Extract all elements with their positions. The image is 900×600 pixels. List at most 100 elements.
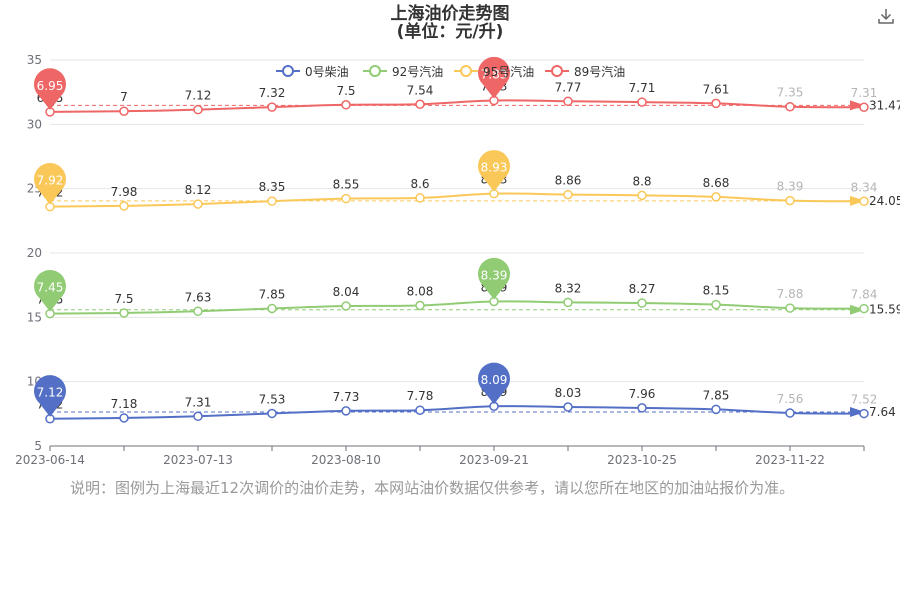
average-label: 24.05 — [869, 194, 900, 208]
data-point — [859, 196, 869, 207]
data-label: 7.84 — [851, 288, 878, 302]
data-point — [859, 303, 869, 314]
legend-item-2[interactable]: 95号汽油 — [454, 64, 534, 79]
max-marker-label: 8.09 — [481, 373, 508, 387]
max-marker-label: 7.83 — [481, 68, 508, 82]
data-point — [859, 102, 869, 112]
data-point — [341, 301, 351, 311]
data-point — [119, 201, 129, 211]
legend-label: 0号柴油 — [305, 65, 349, 79]
data-point — [415, 193, 425, 203]
data-point — [193, 104, 203, 115]
data-label: 7.78 — [407, 389, 434, 403]
data-point — [341, 406, 351, 416]
y-tick-label: 35 — [27, 53, 42, 67]
average-label: 15.59 — [869, 303, 900, 317]
data-point — [415, 300, 425, 311]
series-1: 15.59 7.45 7.5 7.63 7.85 8.04 8.08 8.39 8.32 8.27… — [33, 257, 900, 319]
data-label: 7.63 — [185, 290, 212, 304]
min-marker-label: 7.12 — [37, 386, 64, 400]
min-marker — [33, 375, 66, 417]
data-point — [267, 408, 277, 419]
data-label: 7.18 — [111, 397, 138, 411]
download-icon[interactable] — [876, 6, 896, 26]
chart-subtitle: (单位：元/升) — [396, 22, 504, 42]
data-label: 7.56 — [777, 392, 804, 406]
data-label: 8.15 — [703, 284, 730, 298]
series-line — [49, 405, 865, 420]
average-label: 31.47 — [869, 98, 900, 112]
max-marker-label: 8.93 — [481, 161, 508, 175]
x-tick-label: 2023-09-21 — [459, 453, 529, 467]
data-point — [711, 192, 721, 202]
data-point — [785, 303, 795, 313]
data-point — [193, 199, 203, 209]
data-label: 8.08 — [407, 284, 434, 298]
data-label: 7.73 — [333, 390, 360, 404]
data-point — [341, 100, 351, 110]
data-point — [267, 303, 277, 314]
data-point — [193, 411, 203, 422]
data-label: 8.68 — [703, 176, 730, 190]
data-label: 7.53 — [259, 392, 286, 406]
data-point — [193, 306, 203, 317]
data-label: 8.8 — [632, 174, 651, 188]
data-point — [341, 193, 351, 204]
y-tick-label: 20 — [27, 246, 42, 260]
data-label: 7.54 — [407, 83, 434, 97]
data-point — [785, 408, 795, 418]
data-label: 7.61 — [703, 82, 730, 96]
data-label: 7.85 — [259, 287, 286, 301]
data-point — [119, 106, 129, 116]
legend-label: 95号汽油 — [483, 64, 534, 79]
legend-label: 89号汽油 — [574, 64, 625, 79]
legend-item-0[interactable]: 0号柴油 — [276, 65, 349, 79]
data-point — [711, 299, 721, 310]
y-tick-label: 30 — [27, 117, 42, 131]
average-label: 7.64 — [869, 405, 896, 419]
legend-marker — [369, 65, 381, 77]
data-point — [563, 402, 573, 412]
data-label: 8.27 — [629, 282, 656, 296]
data-point — [119, 413, 129, 423]
data-point — [637, 190, 647, 201]
data-point — [267, 102, 277, 112]
chart-note: 说明：图例为上海最近12次调价的油价走势，本网站油价数据仅供参考，请以您所在地区… — [70, 479, 795, 497]
data-label: 8.12 — [185, 183, 212, 197]
data-label: 7.5 — [336, 84, 355, 98]
data-point — [415, 405, 425, 415]
data-label: 7.12 — [185, 89, 212, 103]
average-arrow — [850, 195, 865, 206]
legend-item-3[interactable]: 89号汽油 — [545, 64, 625, 79]
series-2: 24.05 7.92 7.98 8.12 8.35 8.55 8.6 8.93 8.86 8.8 8… — [34, 150, 900, 212]
data-point — [637, 97, 647, 107]
data-label: 7.98 — [111, 185, 138, 199]
legend-item-1[interactable]: 92号汽油 — [363, 64, 443, 79]
data-label: 7.88 — [777, 287, 804, 301]
data-label: 7 — [120, 90, 128, 104]
max-marker-label: 8.39 — [481, 269, 508, 283]
legend-marker — [460, 65, 472, 77]
legend-marker — [551, 65, 563, 77]
min-marker-label: 7.45 — [37, 281, 64, 295]
data-label: 7.35 — [777, 86, 804, 100]
data-label: 7.85 — [703, 388, 730, 402]
data-point — [563, 189, 573, 200]
x-tick-label: 2023-11-22 — [755, 453, 825, 467]
data-point — [563, 96, 573, 107]
data-label: 7.96 — [629, 387, 656, 401]
data-label: 8.04 — [333, 285, 360, 299]
min-marker — [33, 269, 66, 312]
max-marker — [478, 362, 511, 405]
data-label: 8.32 — [555, 281, 582, 295]
max-marker — [477, 150, 510, 192]
data-label: 8.35 — [259, 180, 286, 194]
min-marker-label: 6.95 — [37, 79, 64, 93]
legend-marker — [282, 65, 294, 77]
data-label: 8.6 — [410, 177, 429, 191]
data-point — [267, 196, 277, 206]
data-label: 7.31 — [185, 395, 212, 409]
legend: 0号柴油 92号汽油 95号汽油 89号汽油 — [276, 64, 625, 79]
legend-label: 92号汽油 — [392, 64, 443, 79]
